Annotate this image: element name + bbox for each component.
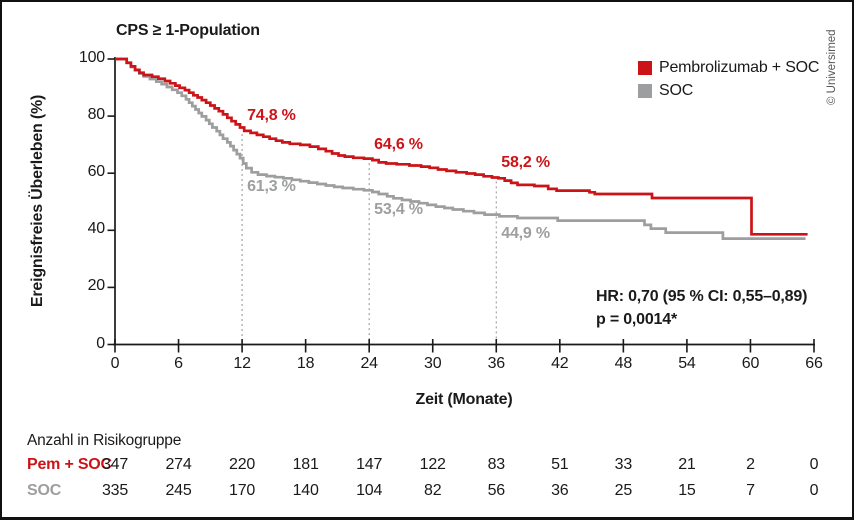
- risk-count-cell: 2: [746, 456, 755, 473]
- risk-count-cell: 56: [487, 482, 506, 499]
- axes: [113, 57, 815, 346]
- x-tick-label: 36: [487, 355, 506, 372]
- legend-swatch-gray-icon: [638, 83, 652, 98]
- y-tick-label: 100: [78, 49, 105, 66]
- risk-count-cell: 147: [356, 456, 383, 473]
- km-curve-pembrolizumab-soc: [115, 57, 808, 236]
- x-tick-label: 30: [424, 355, 442, 372]
- risk-count-cell: 122: [419, 456, 446, 473]
- legend-item-pembrolizumab-soc: Pembrolizumab + SOC: [638, 56, 819, 79]
- y-axis-label: Ereignisfreies Überleben (%): [29, 94, 46, 308]
- risk-count-cell: 83: [487, 456, 506, 473]
- chart-title: CPS ≥ 1-Population: [116, 22, 260, 39]
- risk-count-cell: 36: [551, 482, 569, 499]
- p-value-text: p = 0,0014*: [596, 311, 677, 328]
- risk-count-cell: 25: [614, 482, 633, 499]
- risk-count-cell: 245: [165, 482, 192, 499]
- risk-count-cell: 0: [809, 456, 819, 473]
- risk-row-label-pem-soc: Pem + SOC: [27, 456, 112, 473]
- milestone-label: 53,4 %: [374, 201, 423, 219]
- risk-row-label-soc: SOC: [27, 482, 62, 499]
- y-tick-label: 60: [87, 163, 106, 181]
- risk-count-cell: 0: [809, 482, 819, 499]
- risk-count-cell: 21: [678, 456, 696, 473]
- stats-block: HR: 0,70 (95 % CI: 0,55–0,89) p = 0,0014…: [596, 285, 807, 331]
- risk-count-cell: 15: [678, 482, 696, 499]
- x-tick-label: 60: [741, 355, 760, 372]
- risk-count-cell: 104: [356, 482, 383, 499]
- risk-count-cell: 274: [165, 456, 192, 473]
- risk-count-cell: 181: [292, 456, 319, 473]
- y-tick-label: 0: [96, 334, 105, 352]
- risk-count-cell: 7: [746, 482, 755, 499]
- y-tick-label: 80: [87, 106, 106, 124]
- x-tick-label: 66: [805, 355, 823, 372]
- risk-count-cell: 220: [229, 456, 256, 473]
- x-tick-label: 24: [360, 355, 378, 372]
- milestone-label: 44,9 %: [501, 225, 550, 243]
- hazard-ratio-text: HR: 0,70 (95 % CI: 0,55–0,89): [596, 288, 808, 305]
- risk-count-cell: 347: [101, 456, 129, 473]
- copyright-note: © Universimed: [826, 29, 838, 105]
- y-tick-label: 40: [87, 220, 106, 238]
- milestone-label: 58,2 %: [501, 154, 550, 172]
- risk-table-header: Anzahl in Risikogruppe: [27, 432, 182, 449]
- legend-item-soc: SOC: [638, 79, 819, 102]
- legend-label-pembrolizumab-soc: Pembrolizumab + SOC: [659, 58, 820, 76]
- legend: Pembrolizumab + SOC SOC: [638, 56, 819, 102]
- x-axis-label: Zeit (Monate): [415, 391, 513, 408]
- risk-count-cell: 170: [229, 482, 256, 499]
- km-curve-soc: [115, 57, 806, 240]
- x-tick-label: 54: [678, 355, 696, 372]
- risk-count-cell: 140: [292, 482, 319, 499]
- risk-count-cell: 33: [614, 456, 633, 473]
- x-tick-label: 18: [296, 355, 315, 372]
- x-tick-label: 6: [174, 355, 183, 372]
- x-tick-label: 12: [233, 355, 251, 372]
- x-tick-label: 48: [614, 355, 633, 372]
- risk-count-cell: 335: [101, 482, 129, 499]
- x-tick-label: 42: [551, 355, 569, 372]
- legend-swatch-red-icon: [638, 60, 652, 75]
- milestone-label: 61,3 %: [247, 178, 296, 196]
- risk-count-cell: 82: [424, 482, 442, 499]
- milestone-label: 74,8 %: [247, 106, 296, 124]
- x-tick-label: 0: [110, 355, 120, 372]
- milestone-label: 64,6 %: [374, 136, 423, 154]
- y-tick-label: 20: [87, 277, 106, 295]
- legend-label-soc: SOC: [659, 81, 694, 99]
- risk-count-cell: 51: [551, 456, 569, 473]
